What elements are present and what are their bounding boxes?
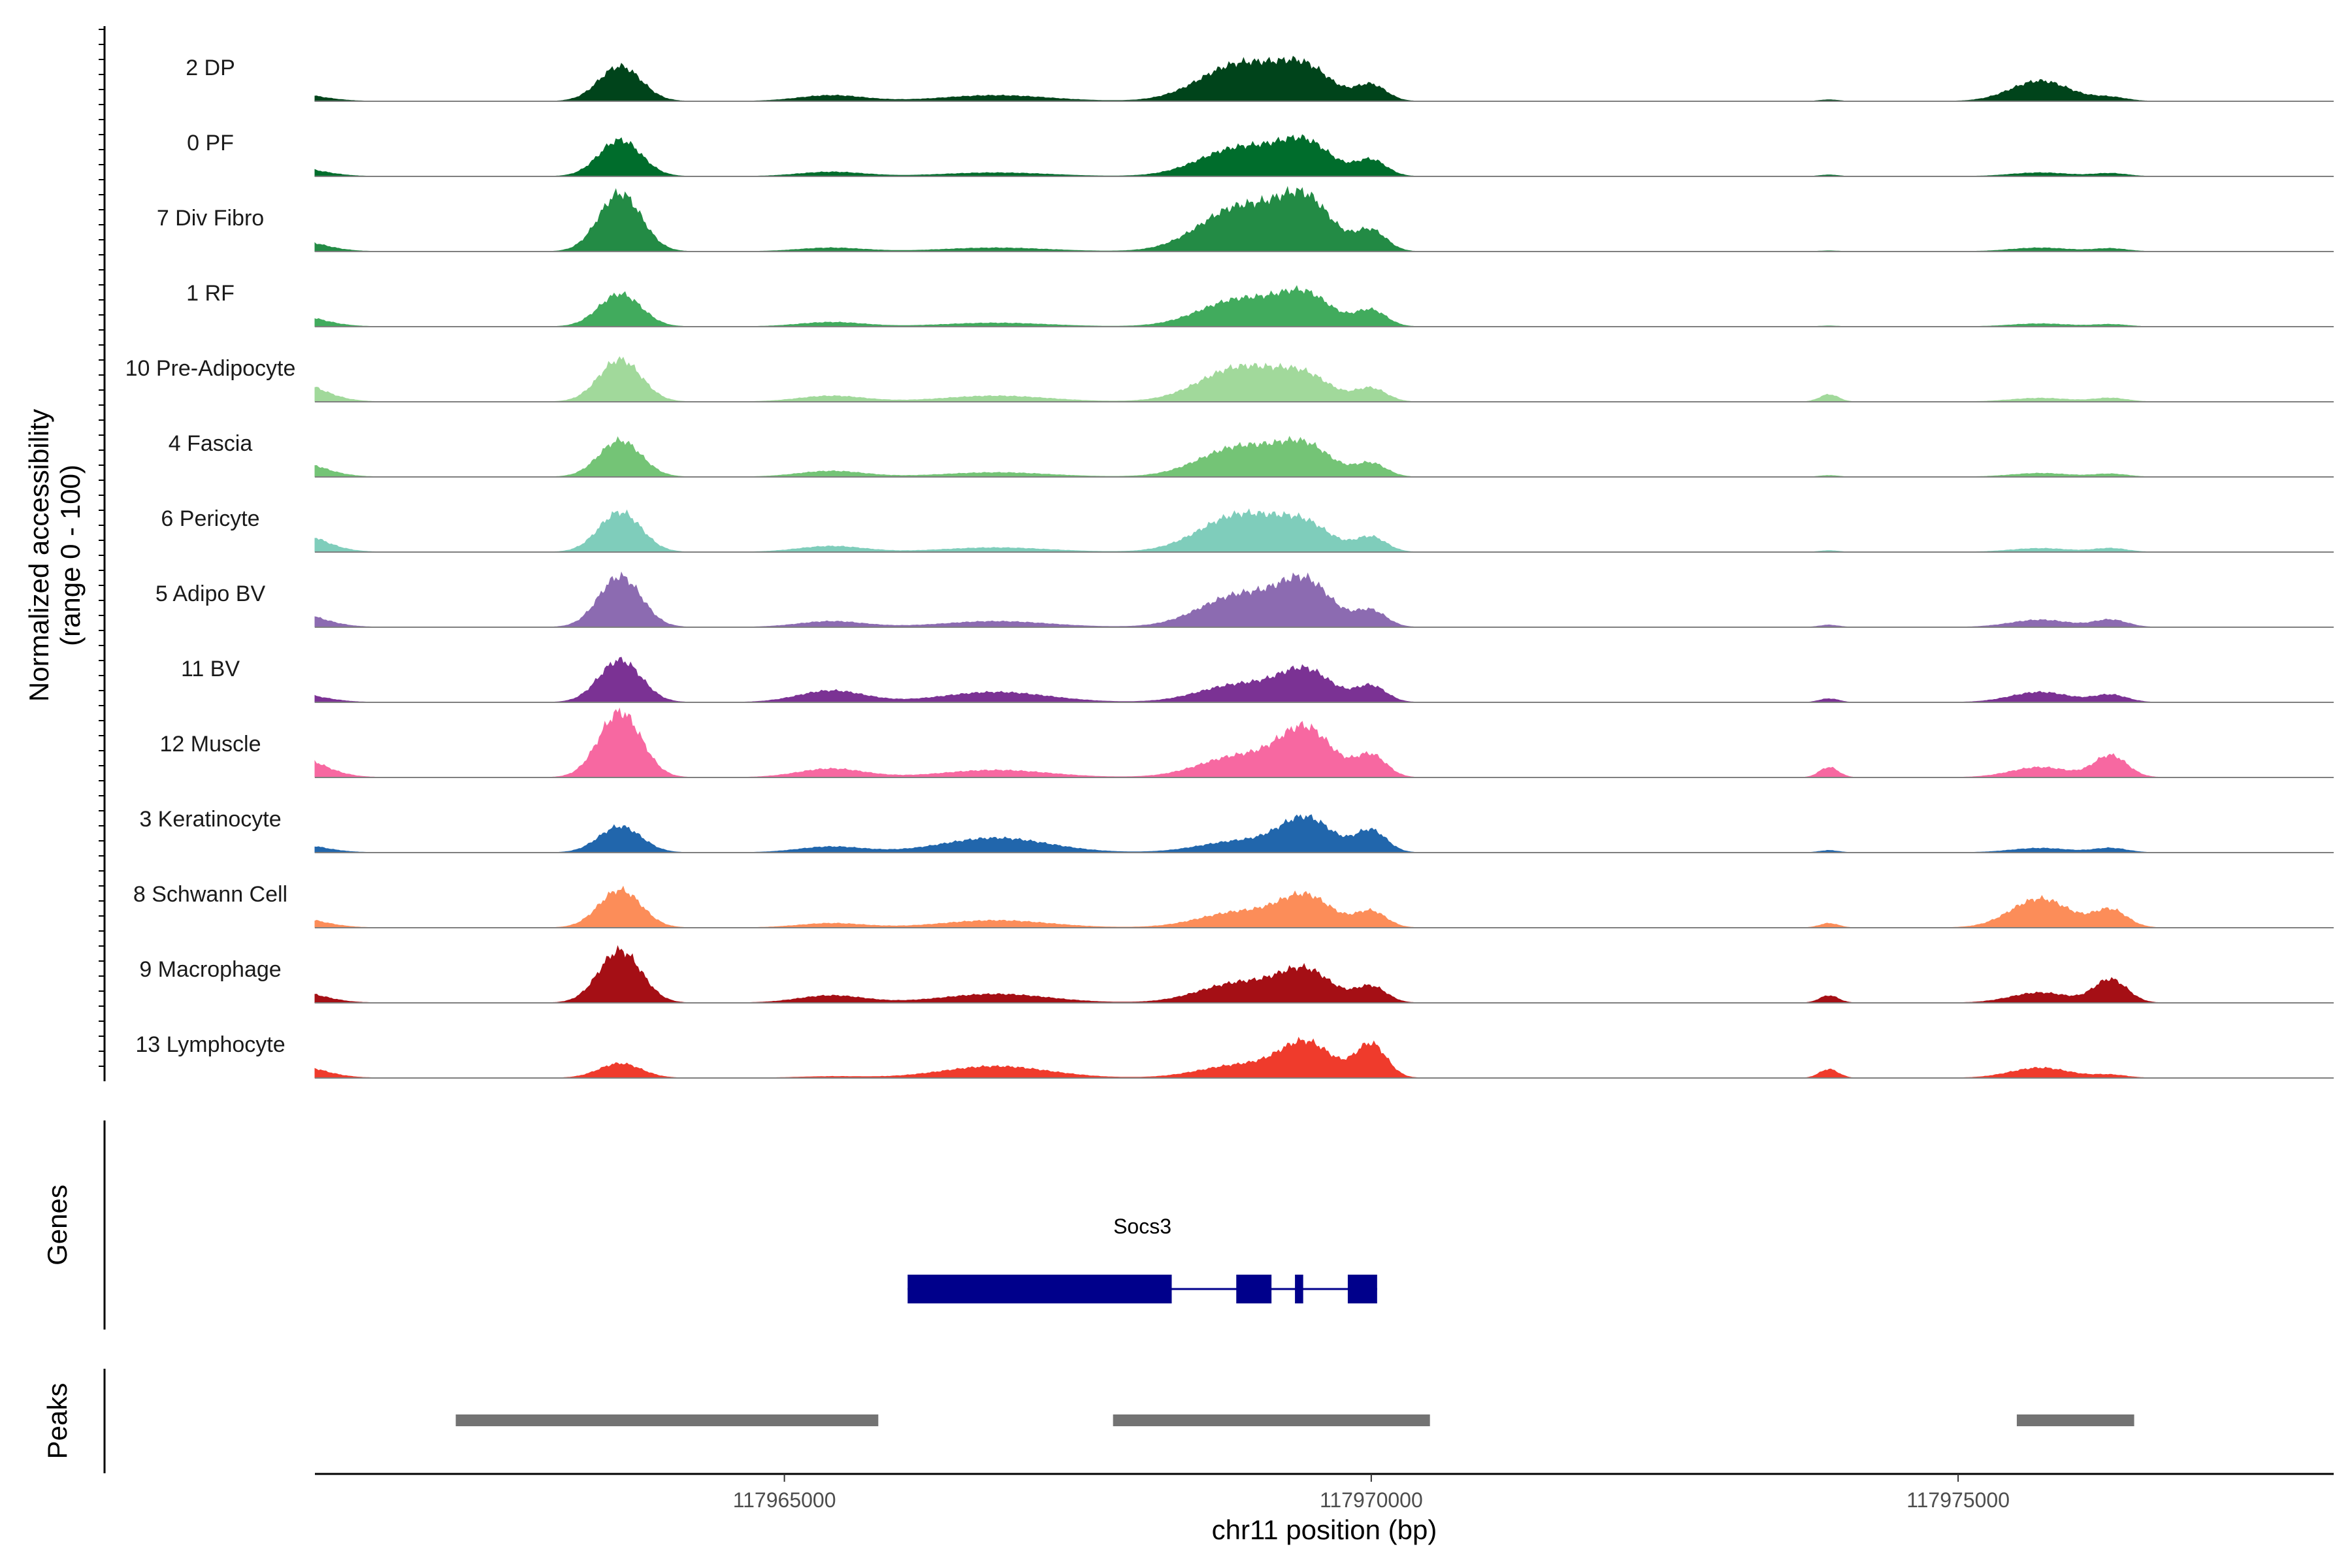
y-axis (99, 26, 106, 1081)
x-axis-title: chr11 position (bp) (1212, 1514, 1437, 1545)
track-12: 8 Schwann Cell (133, 882, 2334, 928)
track-4: 1 RF (186, 281, 2334, 327)
gene-exon (1347, 1275, 1377, 1303)
track-14: 13 Lymphocyte (135, 1032, 2334, 1079)
peak-region (1113, 1414, 1430, 1426)
gene-exon (1236, 1275, 1272, 1303)
track-3: 7 Div Fibro (157, 186, 2334, 252)
x-tick-label: 117965000 (733, 1488, 836, 1512)
coverage-area (314, 657, 2334, 703)
track-9: 11 BV (181, 657, 2334, 703)
track-label: 12 Muscle (160, 732, 261, 757)
gene-exon (907, 1275, 1172, 1303)
track-11: 3 Keratinocyte (139, 807, 2334, 853)
track-13: 9 Macrophage (139, 945, 2334, 1004)
track-label: 2 DP (186, 56, 235, 80)
x-axis-ticks: 117965000 117970000 117975000 (733, 1474, 2010, 1512)
coverage-area (314, 186, 2334, 252)
track-label: 0 PF (187, 131, 234, 155)
track-label: 7 Div Fibro (157, 206, 264, 231)
coverage-area (314, 56, 2334, 102)
coverage-area (314, 885, 2334, 928)
coverage-area (314, 508, 2334, 553)
coverage-area (314, 356, 2334, 402)
coverage-area (314, 945, 2334, 1004)
peak-region (455, 1414, 879, 1426)
peak-region (2016, 1414, 2134, 1426)
genes-panel-title: Genes (42, 1184, 73, 1266)
track-label: 13 Lymphocyte (135, 1032, 285, 1057)
coverage-area (314, 1036, 2334, 1079)
track-2: 0 PF (187, 131, 2334, 177)
coverage-tracks: 2 DP 0 PF 7 Div Fibro 1 RF 10 Pre-Adipocyte 4… (125, 56, 2334, 1079)
track-label: 5 Adipo BV (155, 581, 266, 606)
track-10: 12 Muscle (160, 707, 2334, 778)
peaks-panel-title: Peaks (42, 1383, 73, 1460)
track-8: 5 Adipo BV (155, 571, 2334, 628)
track-label: 3 Keratinocyte (139, 807, 281, 832)
track-label: 10 Pre-Adipocyte (125, 356, 296, 381)
gene-label: Socs3 (1113, 1215, 1171, 1238)
peaks-track (455, 1414, 2134, 1426)
x-tick-label: 117970000 (1320, 1488, 1423, 1512)
coverage-area (314, 285, 2334, 327)
track-7: 6 Pericyte (161, 506, 2334, 553)
coverage-area (314, 814, 2334, 853)
track-1: 2 DP (186, 56, 2334, 102)
track-label: 6 Pericyte (161, 506, 259, 531)
track-label: 9 Macrophage (139, 957, 281, 982)
track-5: 10 Pre-Adipocyte (125, 356, 2334, 402)
coverage-area (314, 707, 2334, 778)
track-6: 4 Fascia (169, 431, 2334, 478)
track-label: 11 BV (181, 657, 240, 681)
x-tick-label: 117975000 (1906, 1488, 2010, 1512)
coverage-area (314, 134, 2334, 177)
track-label: 4 Fascia (169, 431, 253, 456)
gene-exon (1295, 1275, 1303, 1303)
y-axis-range-label: (range 0 - 100) (55, 465, 86, 646)
y-axis-title: Normalized accessibility (24, 409, 54, 702)
coverage-area (314, 571, 2334, 628)
track-label: 1 RF (186, 281, 235, 306)
coverage-area (314, 436, 2334, 478)
track-label: 8 Schwann Cell (133, 882, 287, 907)
gene-annotation (907, 1275, 1377, 1303)
